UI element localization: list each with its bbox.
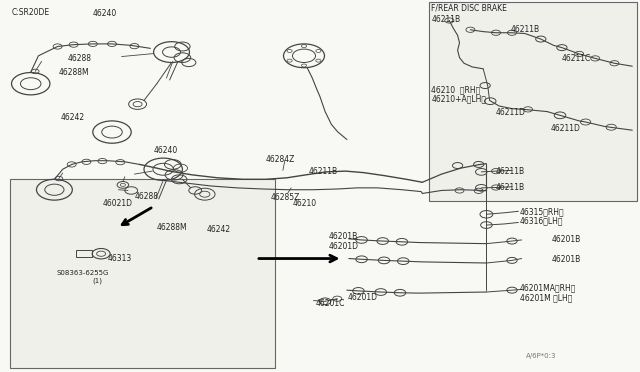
Text: 46242: 46242 (207, 225, 231, 234)
Text: 46288: 46288 (67, 54, 92, 63)
Text: 46316〈LH〉: 46316〈LH〉 (520, 217, 563, 226)
Text: 46288M: 46288M (59, 68, 90, 77)
Text: 46211C: 46211C (561, 54, 591, 63)
Text: 46201B: 46201B (552, 235, 581, 244)
Text: (1): (1) (93, 278, 103, 284)
Text: F/REAR DISC BRAKE: F/REAR DISC BRAKE (431, 4, 508, 13)
Text: 46242: 46242 (61, 113, 85, 122)
Bar (76, 250, 92, 257)
Bar (10, 179, 275, 368)
Text: 46210  〈RH〉: 46210 〈RH〉 (431, 86, 481, 94)
Text: 46201B: 46201B (328, 232, 358, 241)
Text: S08363-6255G: S08363-6255G (56, 270, 109, 276)
Text: 46240: 46240 (93, 9, 117, 18)
Text: 46211B: 46211B (511, 25, 540, 34)
Text: 46201D: 46201D (328, 242, 358, 251)
Text: A/6P*0:3: A/6P*0:3 (526, 353, 557, 359)
Text: 46240: 46240 (154, 146, 178, 155)
Text: 46285Z: 46285Z (271, 193, 300, 202)
Text: 46211B: 46211B (495, 167, 525, 176)
Text: 46201C: 46201C (316, 299, 345, 308)
Text: 46201B: 46201B (552, 255, 581, 264)
Text: 46211D: 46211D (550, 124, 580, 133)
Text: 46288: 46288 (134, 192, 159, 201)
Text: 46210: 46210 (292, 199, 317, 208)
Text: 46211D: 46211D (495, 108, 525, 117)
Text: 46313: 46313 (108, 254, 132, 263)
Text: 46201MA〈RH〉: 46201MA〈RH〉 (520, 284, 576, 293)
Text: 46211B: 46211B (431, 15, 461, 24)
Bar (429, 2, 637, 201)
Text: 46284Z: 46284Z (266, 155, 295, 164)
Text: 46210+A〈LH〉: 46210+A〈LH〉 (431, 95, 486, 104)
Text: C:SR20DE: C:SR20DE (12, 8, 50, 17)
Text: 46201D: 46201D (348, 293, 378, 302)
Text: 46021D: 46021D (102, 199, 132, 208)
Text: 46211B: 46211B (495, 183, 525, 192)
Text: 46201M 〈LH〉: 46201M 〈LH〉 (520, 293, 572, 302)
Text: 46315〈RH〉: 46315〈RH〉 (520, 208, 564, 217)
Text: 46211B: 46211B (308, 167, 338, 176)
Text: 46288M: 46288M (157, 223, 188, 232)
